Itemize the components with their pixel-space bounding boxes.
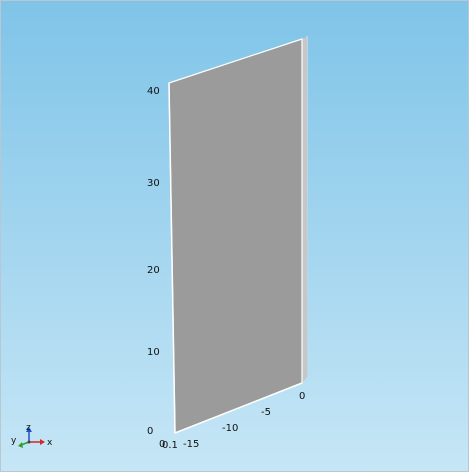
z-axis: 0 10 20 30 40 [147,86,160,437]
x-tick-label: -5 [261,407,271,418]
axis-orientation-triad: z x y [11,423,53,448]
x-axis: -15 -10 -5 0 [183,391,305,450]
triad-y-arrowhead [18,442,23,448]
z-tick-label: 30 [147,178,160,189]
z-tick-label: 0 [147,426,153,437]
triad-z-label: z [26,423,31,433]
z-tick-label: 10 [147,347,160,358]
slab-front-face[interactable] [168,38,303,434]
z-tick-label: 40 [147,86,160,97]
z-tick-label: 20 [147,265,160,276]
x-tick-label: -15 [183,439,199,450]
slab-edge [174,382,303,434]
x-tick-label: 0 [299,391,305,402]
y-axis: 0 0.1 [159,439,178,451]
triad-x-arrowhead [40,439,45,445]
triad-z-arrowhead [26,427,32,432]
triad-y-label: y [11,436,17,446]
triad-x-label: x [47,438,53,448]
x-tick-label: -10 [222,423,238,434]
triad-origin [27,440,31,444]
y-tick-label: 0 [159,439,165,450]
y-tick-label: 0.1 [162,440,178,451]
slab-side-face [302,37,307,383]
slab-edge [168,82,176,434]
